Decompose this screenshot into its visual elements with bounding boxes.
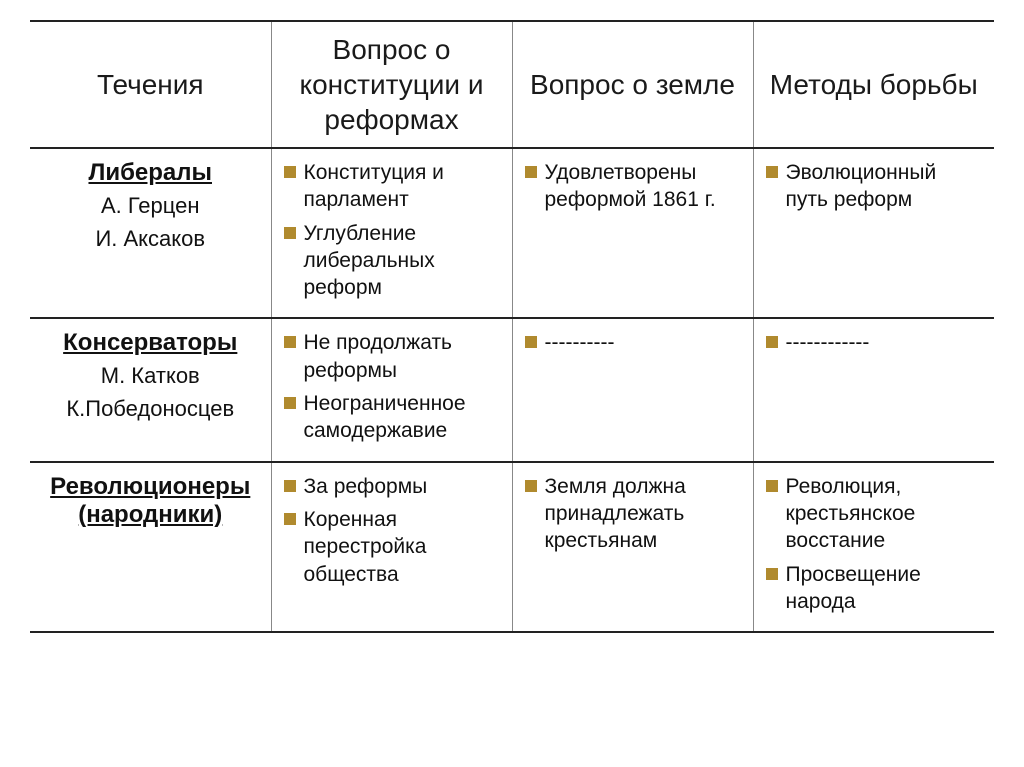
movement-title: Либералы: [42, 159, 259, 187]
movement-person: М. Катков: [42, 361, 259, 392]
col-header: Течения: [30, 21, 271, 148]
bullet-item: ----------: [525, 329, 741, 356]
movement-title: Консерваторы: [42, 329, 259, 357]
movement-person: И. Аксаков: [42, 224, 259, 255]
cell-constitution: Конституция и парламент Углубление либер…: [271, 148, 512, 318]
table-row: Революционеры (народники) За реформы Кор…: [30, 462, 994, 632]
row-label-cell: Либералы А. Герцен И. Аксаков: [30, 148, 271, 318]
comparison-table: Течения Вопрос о конституции и реформах …: [0, 0, 1024, 653]
cell-constitution: За реформы Коренная перестройка общества: [271, 462, 512, 632]
cell-constitution: Не продолжать реформы Неограниченное сам…: [271, 318, 512, 461]
bullet-item: Конституция и парламент: [284, 159, 500, 214]
bullet-item: Не продолжать реформы: [284, 329, 500, 384]
bullet-item: Углубление либеральных реформ: [284, 220, 500, 302]
table-header-row: Течения Вопрос о конституции и реформах …: [30, 21, 994, 148]
bullet-item: Просвещение народа: [766, 561, 983, 616]
cell-land: Удовлетворены реформой 1861 г.: [512, 148, 753, 318]
table-body: Либералы А. Герцен И. Аксаков Конституци…: [30, 148, 994, 632]
bullet-item: Земля должна принадлежать крестьянам: [525, 473, 741, 555]
bullet-item: За реформы: [284, 473, 500, 500]
bullet-item: Коренная перестройка общества: [284, 506, 500, 588]
row-label-cell: Революционеры (народники): [30, 462, 271, 632]
col-header: Вопрос о земле: [512, 21, 753, 148]
cell-land: Земля должна принадлежать крестьянам: [512, 462, 753, 632]
bullet-item: Удовлетворены реформой 1861 г.: [525, 159, 741, 214]
cell-methods: ------------: [753, 318, 994, 461]
row-label-cell: Консерваторы М. Катков К.Победоносцев: [30, 318, 271, 461]
bullet-item: Революция, крестьянское восстание: [766, 473, 983, 555]
bullet-item: Неограниченное самодержавие: [284, 390, 500, 445]
col-header: Вопрос о конституции и реформах: [271, 21, 512, 148]
col-header: Методы борьбы: [753, 21, 994, 148]
movement-person: К.Победоносцев: [42, 394, 259, 425]
table: Течения Вопрос о конституции и реформах …: [30, 20, 994, 633]
cell-methods: Революция, крестьянское восстание Просве…: [753, 462, 994, 632]
bullet-item: Эволюционный путь реформ: [766, 159, 983, 214]
movement-person: А. Герцен: [42, 191, 259, 222]
table-row: Консерваторы М. Катков К.Победоносцев Не…: [30, 318, 994, 461]
movement-title: Революционеры (народники): [42, 473, 259, 529]
bullet-item: ------------: [766, 329, 983, 356]
cell-methods: Эволюционный путь реформ: [753, 148, 994, 318]
cell-land: ----------: [512, 318, 753, 461]
table-row: Либералы А. Герцен И. Аксаков Конституци…: [30, 148, 994, 318]
